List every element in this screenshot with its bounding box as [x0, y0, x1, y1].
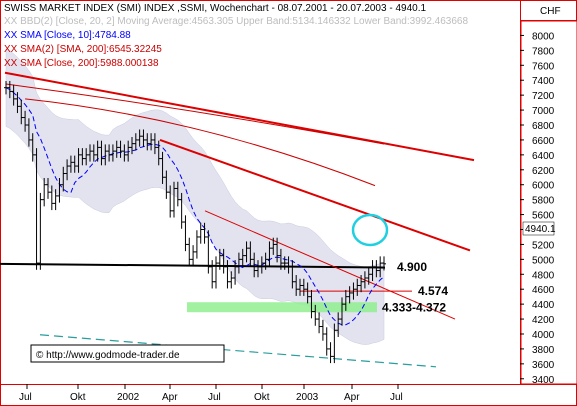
x-tick-label: Okt: [254, 392, 270, 403]
level-labels: 4.900 4.574 4.333-4.372: [382, 260, 448, 315]
x-tick-label: 2002: [117, 392, 140, 403]
x-tick-label: Jul: [390, 392, 403, 403]
y-tick-label: 4000: [532, 330, 555, 341]
price-bars: [4, 80, 386, 364]
y-tick-label: 6800: [532, 121, 555, 132]
support-zone: [187, 302, 377, 313]
chart-title: SWISS MARKET INDEX (SMI) INDEX ,SSMI, Wo…: [4, 3, 426, 14]
y-tick-label: 4600: [532, 285, 555, 296]
x-tick-label: Jul: [208, 392, 221, 403]
trend-lines: [0, 71, 475, 368]
axis-ticks: 8000 7800 7600 7400 7200 7000 6800 6600 6400 6200…: [19, 31, 555, 403]
sma-200-2-line: [5, 83, 385, 145]
price-axis-area: [520, 20, 577, 385]
y-tick-label: 4400: [532, 300, 555, 311]
time-axis-frame: [0, 384, 577, 406]
y-tick-label: 3800: [532, 345, 555, 356]
level-label: 4.333-4.372: [382, 301, 446, 315]
legend-sma200-2: XX SMA(2) [SMA, 200]:6545.32245: [4, 44, 162, 55]
lower-channel-line: [39, 334, 437, 368]
bollinger-band: [5, 48, 385, 345]
resistance-line-lower: [159, 138, 471, 252]
last-price-box: [522, 221, 555, 236]
y-tick-label: 7800: [532, 46, 555, 57]
legend-sma10: XX SMA [Close, 10]:4784.88: [4, 30, 131, 41]
y-tick-label: 7400: [532, 76, 555, 87]
y-tick-label: 5600: [532, 211, 555, 222]
y-tick-label: 4800: [532, 270, 555, 281]
y-tick-label: 5000: [532, 255, 555, 266]
y-tick-label: 7000: [532, 106, 555, 117]
legend-bbd: XX BBD(2) [Close, 20, 2] Moving Average:…: [4, 16, 468, 27]
y-tick-label: 6000: [532, 181, 555, 192]
y-tick-label: 7600: [532, 61, 555, 72]
y-tick-label: 3400: [532, 375, 555, 386]
level-label: 4.900: [397, 260, 427, 274]
y-tick-label: 6200: [532, 166, 555, 177]
level-label: 4.574: [418, 284, 448, 298]
x-tick-label: Okt: [70, 392, 86, 403]
sma-200-line: [25, 98, 376, 187]
y-tick-label: 8000: [532, 31, 555, 42]
moving-averages: [5, 83, 385, 326]
support-line: [0, 262, 386, 269]
y-tick-label: 6400: [532, 151, 555, 162]
legend-sma200: XX SMA [Close, 200]:5988.000138: [4, 58, 159, 69]
x-tick-label: Apr: [344, 392, 360, 403]
highlight-circle: [351, 213, 389, 247]
x-tick-label: Apr: [162, 392, 178, 403]
y-tick-label: 4200: [532, 315, 555, 326]
x-tick-label: Jul: [19, 392, 32, 403]
currency-label: CHF: [540, 6, 561, 17]
y-tick-label: 3600: [532, 360, 555, 371]
sma-10-line: [5, 87, 385, 326]
y-tick-label: 5200: [532, 240, 555, 251]
short-resistance-line: [204, 210, 456, 320]
y-tick-label: 6600: [532, 136, 555, 147]
y-tick-label: 7200: [532, 91, 555, 102]
x-tick-label: 2003: [296, 392, 319, 403]
y-tick-label: 5800: [532, 196, 555, 207]
last-price-label: 4940.1: [525, 224, 556, 235]
resistance-line-upper: [4, 71, 475, 162]
watermark-text: © http://www.godmode-trader.de: [36, 350, 180, 361]
watermark-box: [30, 344, 225, 363]
